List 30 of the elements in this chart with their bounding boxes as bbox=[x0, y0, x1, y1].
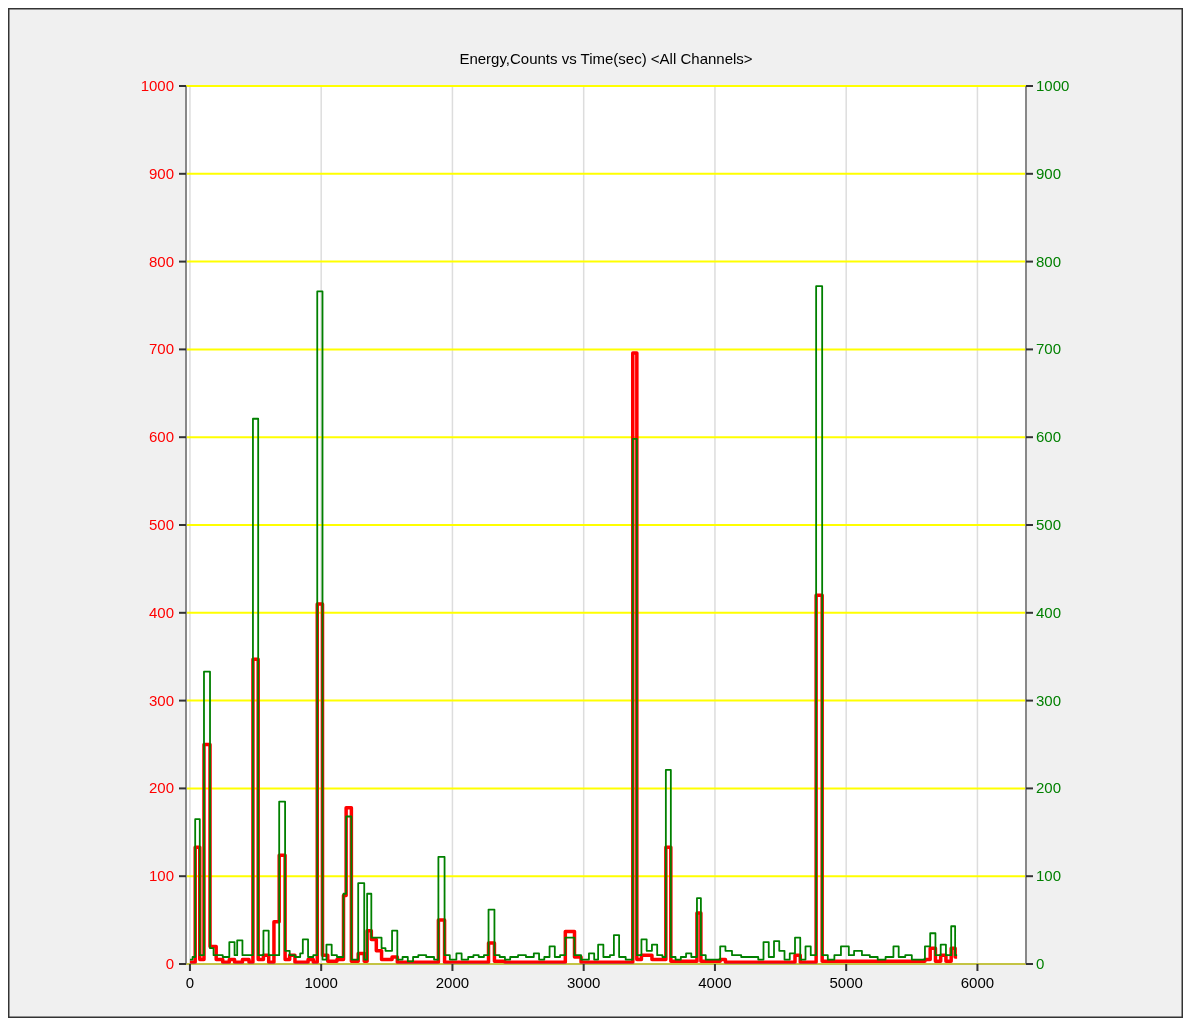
chart-title: Energy,Counts vs Time(sec) <All Channels> bbox=[459, 50, 753, 67]
x-tick-label: 5000 bbox=[829, 974, 863, 991]
y-tick-label: 400 bbox=[148, 603, 174, 621]
y2-tick-label: 200 bbox=[1036, 779, 1062, 797]
y-tick-label: 600 bbox=[148, 428, 174, 446]
y-tick-label: 200 bbox=[148, 779, 174, 797]
y2-tick-label: 400 bbox=[1036, 603, 1062, 621]
y2-tick-label: 900 bbox=[1036, 164, 1062, 182]
y-tick-label: 1000 bbox=[140, 77, 174, 94]
y-tick-label: 0 bbox=[165, 955, 174, 972]
y2-tick-label: 600 bbox=[1036, 428, 1062, 446]
y-tick-label: 700 bbox=[148, 340, 174, 358]
x-tick-label: 3000 bbox=[567, 974, 601, 991]
y-tick-label: 100 bbox=[148, 867, 174, 885]
y2-tick-label: 300 bbox=[1036, 691, 1062, 709]
y-tick-label: 800 bbox=[148, 252, 174, 270]
y-tick-label: 300 bbox=[148, 691, 174, 709]
x-tick-label: 4000 bbox=[698, 974, 732, 991]
x-tick-label: 6000 bbox=[960, 974, 995, 991]
y2-tick-label: 700 bbox=[1036, 340, 1062, 358]
y2-tick-label: 800 bbox=[1036, 252, 1062, 270]
y-tick-label: 900 bbox=[148, 164, 174, 182]
y-tick-label: 500 bbox=[148, 516, 174, 533]
y2-tick-label: 0 bbox=[1036, 955, 1045, 972]
y2-tick-label: 100 bbox=[1036, 867, 1062, 885]
y2-tick-label: 1000 bbox=[1036, 77, 1070, 94]
x-tick-label: 2000 bbox=[435, 974, 470, 991]
x-tick-label: 1000 bbox=[304, 974, 338, 991]
x-tick-label: 0 bbox=[185, 974, 195, 991]
y2-tick-label: 500 bbox=[1036, 516, 1062, 533]
